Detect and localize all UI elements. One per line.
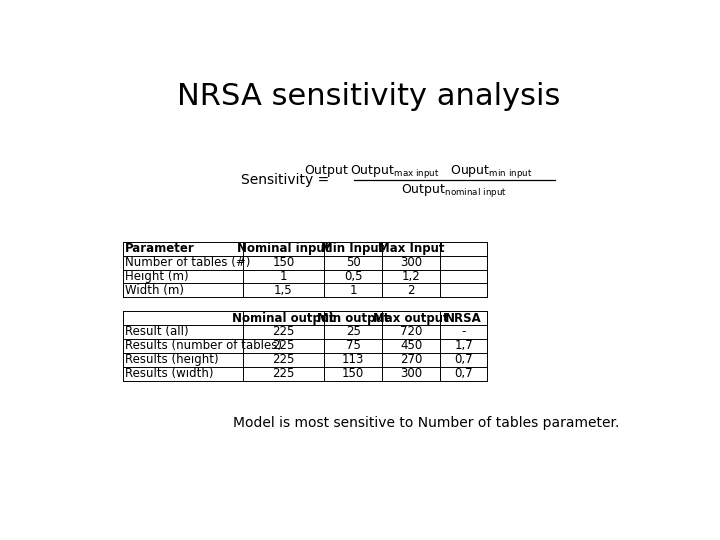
Text: 150: 150	[272, 256, 294, 269]
Text: 150: 150	[342, 367, 364, 380]
Text: Max Input: Max Input	[378, 242, 444, 255]
Text: Sensitivity =: Sensitivity =	[241, 173, 334, 187]
Text: 225: 225	[272, 367, 294, 380]
Text: 0,5: 0,5	[344, 270, 362, 283]
Text: Number of tables (#): Number of tables (#)	[125, 256, 251, 269]
Text: 225: 225	[272, 353, 294, 366]
Text: -: -	[462, 326, 466, 339]
Text: Parameter: Parameter	[125, 242, 194, 255]
Text: Results (height): Results (height)	[125, 353, 218, 366]
Text: 1,7: 1,7	[454, 339, 473, 353]
Text: 225: 225	[272, 339, 294, 353]
Text: 75: 75	[346, 339, 361, 353]
Text: Height (m): Height (m)	[125, 270, 189, 283]
Text: Width (m): Width (m)	[125, 284, 184, 297]
Text: NRSA sensitivity analysis: NRSA sensitivity analysis	[177, 82, 561, 111]
Text: 225: 225	[272, 326, 294, 339]
Text: 2: 2	[408, 284, 415, 297]
Text: 0,7: 0,7	[454, 353, 473, 366]
Text: 270: 270	[400, 353, 423, 366]
Text: Nominal output: Nominal output	[232, 312, 335, 325]
Text: Nominal input: Nominal input	[237, 242, 330, 255]
Text: 1,2: 1,2	[402, 270, 420, 283]
Text: Min output: Min output	[317, 312, 390, 325]
Text: Results (width): Results (width)	[125, 367, 213, 380]
Text: 450: 450	[400, 339, 423, 353]
Text: Max output: Max output	[374, 312, 449, 325]
Text: $\mathregular{Output_{max\ input}}$   $\mathregular{Ouput_{min\ input}}$: $\mathregular{Output_{max\ input}}$ $\ma…	[350, 163, 532, 180]
Text: 50: 50	[346, 256, 361, 269]
Text: Results (number of tables): Results (number of tables)	[125, 339, 282, 353]
Text: 1,5: 1,5	[274, 284, 292, 297]
Text: 300: 300	[400, 256, 423, 269]
Text: 1: 1	[349, 284, 357, 297]
Text: Result (all): Result (all)	[125, 326, 189, 339]
Text: NRSA: NRSA	[445, 312, 482, 325]
Text: Min Input: Min Input	[322, 242, 384, 255]
Text: Model is most sensitive to Number of tables parameter.: Model is most sensitive to Number of tab…	[233, 416, 620, 430]
Text: 300: 300	[400, 367, 423, 380]
Text: 113: 113	[342, 353, 364, 366]
Text: $\mathregular{Output}$: $\mathregular{Output}$	[305, 163, 350, 179]
Text: 720: 720	[400, 326, 423, 339]
Text: 1: 1	[279, 270, 287, 283]
Text: $\mathregular{Output_{nominal\ input}}$: $\mathregular{Output_{nominal\ input}}$	[401, 182, 507, 199]
Text: 25: 25	[346, 326, 361, 339]
Text: 0,7: 0,7	[454, 367, 473, 380]
